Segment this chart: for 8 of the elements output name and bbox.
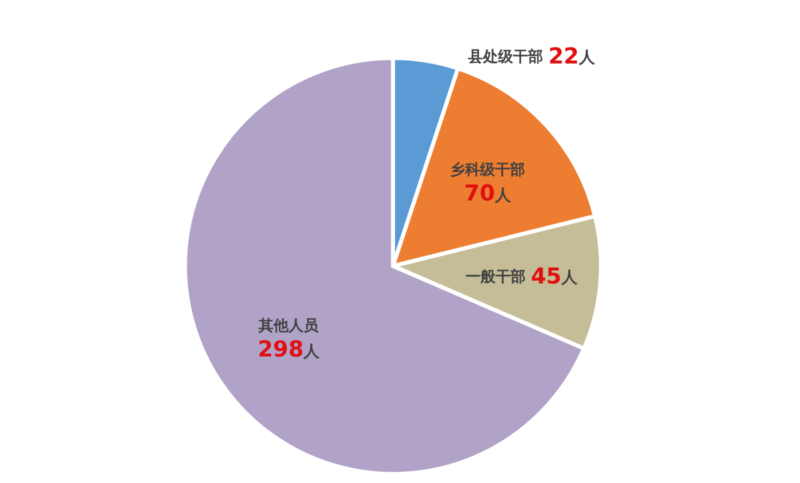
data-label: 298人	[258, 338, 321, 363]
slice-label: 其他人员	[258, 316, 320, 335]
slice-label: 一般干部	[466, 268, 526, 286]
data-label: 70人	[464, 181, 512, 206]
slice-label: 县处级干部	[468, 48, 544, 66]
slice-label: 乡科级干部	[450, 160, 526, 178]
data-label: 45人	[530, 264, 578, 290]
data-label: 22人	[548, 44, 596, 70]
